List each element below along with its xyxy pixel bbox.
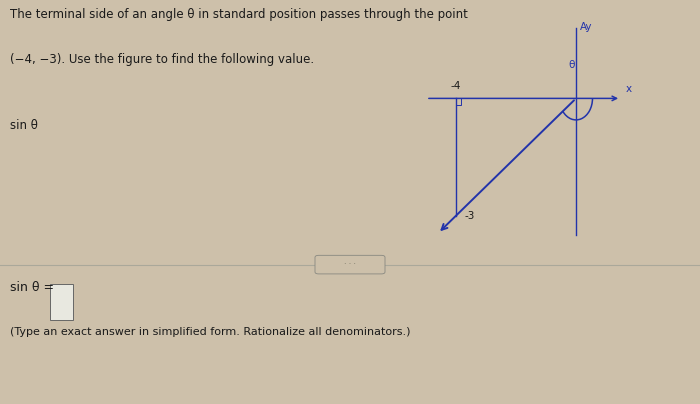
Text: · · ·: · · ·	[344, 260, 356, 269]
Text: sin θ =: sin θ =	[10, 281, 55, 295]
Text: -4: -4	[451, 81, 461, 91]
Text: x: x	[626, 84, 631, 94]
Text: Ay: Ay	[580, 22, 592, 32]
Bar	[456, 99, 461, 105]
Text: (−4, −3). Use the figure to find the following value.: (−4, −3). Use the figure to find the fol…	[10, 53, 314, 66]
Text: θ: θ	[568, 60, 575, 70]
Text: (Type an exact answer in simplified form. Rationalize all denominators.): (Type an exact answer in simplified form…	[10, 327, 411, 337]
Text: sin θ: sin θ	[10, 119, 38, 132]
Text: -3: -3	[465, 210, 475, 221]
FancyBboxPatch shape	[50, 284, 73, 320]
Text: The terminal side of an angle θ in standard position passes through the point: The terminal side of an angle θ in stand…	[10, 8, 468, 21]
